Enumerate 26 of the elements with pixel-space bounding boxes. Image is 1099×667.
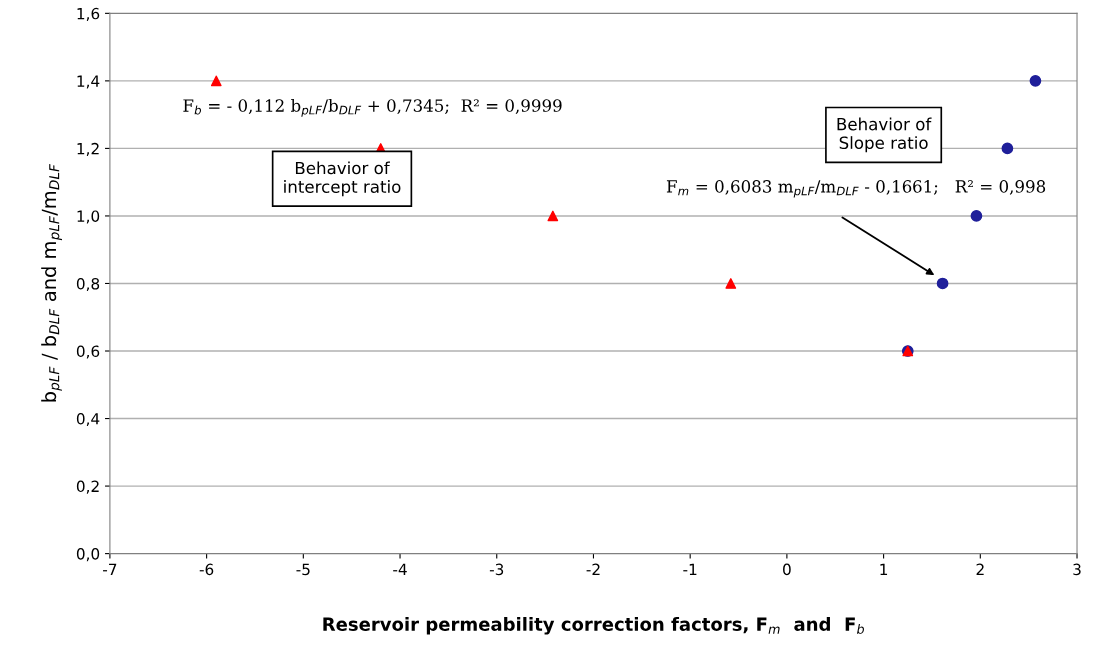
y-tick-label: 0,2 [76,480,99,494]
annotation: F$_{m}$ = 0,6083 m$_{pLF}$/m$_{DLF}$ - 0,1661; R² = 0,998 [666,180,1046,198]
annotation: Behavior of intercept ratio [284,161,401,197]
y-tick-label: 1,4 [77,75,100,89]
x-tick-label: 1 [880,563,888,575]
x-tick-label: 2 [976,563,984,575]
annotation: F$_{b}$ = - 0,112 b$_{pLF}$/b$_{DLF}$ + 0,7345; R² = 0,9999 [183,98,562,117]
y-tick-label: 0,4 [76,413,100,427]
y-tick-label: 0,6 [76,345,100,359]
y-tick-label: 1,0 [77,210,100,224]
x-tick-label: -5 [296,563,310,576]
x-tick-label: 0 [783,563,791,576]
x-axis-title: Reservoir permeability correction factors, F$_{m}$ and F$_{b}$ [323,617,864,635]
x-tick-label: -7 [103,563,117,575]
x-tick-label: -3 [489,563,504,576]
x-tick-label: -6 [199,563,214,576]
x-tick-label: 3 [1073,563,1081,576]
y-axis-title: b$_{pLF}$ / b$_{DLF}$ and m$_{pLF}$/m$_{DLF}$ [41,163,62,402]
y-tick-label: 1,2 [77,142,99,156]
x-tick-label: -1 [683,563,697,575]
y-tick-label: 0,8 [76,277,100,292]
y-tick-label: 0,0 [76,548,100,562]
x-tick-label: -4 [393,563,407,575]
x-tick-label: -2 [586,563,600,575]
y-tick-label: 1,6 [77,7,100,21]
annotation: Behavior of Slope ratio [837,117,932,153]
